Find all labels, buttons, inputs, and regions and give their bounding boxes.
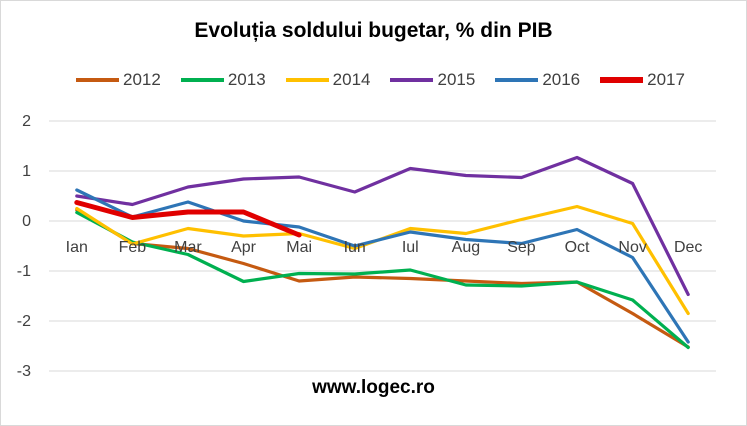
x-tick-label: Ian [66, 239, 88, 256]
x-tick-label: Dec [674, 239, 702, 256]
legend-label-2013: 2013 [227, 70, 266, 89]
footer-url: www.logec.ro [312, 377, 435, 398]
x-tick-label: Oct [565, 239, 590, 256]
y-tick-label: 2 [22, 113, 31, 130]
series-line-2016 [75, 188, 690, 344]
x-tick-label: Feb [119, 239, 147, 256]
y-tick-label: -3 [17, 363, 31, 380]
series-line-2014 [75, 204, 690, 316]
legend-swatch-2015 [390, 78, 434, 82]
chart-title: Evoluția soldului bugetar, % din PIB [194, 19, 553, 42]
x-tick-label: Mar [174, 239, 202, 256]
x-tick-label: Apr [231, 239, 257, 256]
legend-item-2012: 2012 [76, 70, 161, 90]
legend-swatch-2014 [285, 78, 329, 82]
series-line-2017 [74, 200, 302, 238]
x-tick-label: Aug [452, 239, 480, 256]
legend-label-2014: 2014 [332, 70, 371, 89]
legend-label-2016: 2016 [542, 70, 581, 89]
legend-item-2015: 2015 [390, 70, 475, 90]
legend-swatch-2013 [180, 78, 224, 82]
y-tick-label: 1 [22, 163, 31, 180]
legend-label-2015: 2015 [437, 70, 476, 89]
legend-swatch-2017 [600, 77, 644, 83]
x-tick-label: Mai [286, 239, 312, 256]
legend-item-2013: 2013 [180, 70, 266, 90]
series-line-2012 [75, 208, 690, 349]
legend-swatch-2012 [76, 78, 119, 82]
x-tick-label: Iul [402, 239, 419, 256]
y-tick-label: 0 [22, 213, 31, 230]
y-tick-label: -2 [17, 313, 31, 330]
x-tick-label: Nov [618, 239, 646, 256]
y-tick-label: -1 [17, 263, 31, 280]
series-line-2013 [75, 210, 690, 350]
legend-swatch-2016 [495, 78, 539, 82]
legend-item-2014: 2014 [285, 70, 371, 90]
legend-label-2012: 2012 [123, 70, 161, 89]
legend-item-2016: 2016 [495, 70, 580, 90]
legend-label-2017: 2017 [647, 70, 685, 89]
legend-item-2017: 2017 [600, 70, 685, 90]
x-tick-label: Iun [344, 239, 366, 256]
legend: 2012 2013 2014 2015 2016 2017 [76, 68, 705, 92]
x-tick-label: Sep [507, 239, 536, 256]
series-line-2015 [75, 155, 690, 297]
